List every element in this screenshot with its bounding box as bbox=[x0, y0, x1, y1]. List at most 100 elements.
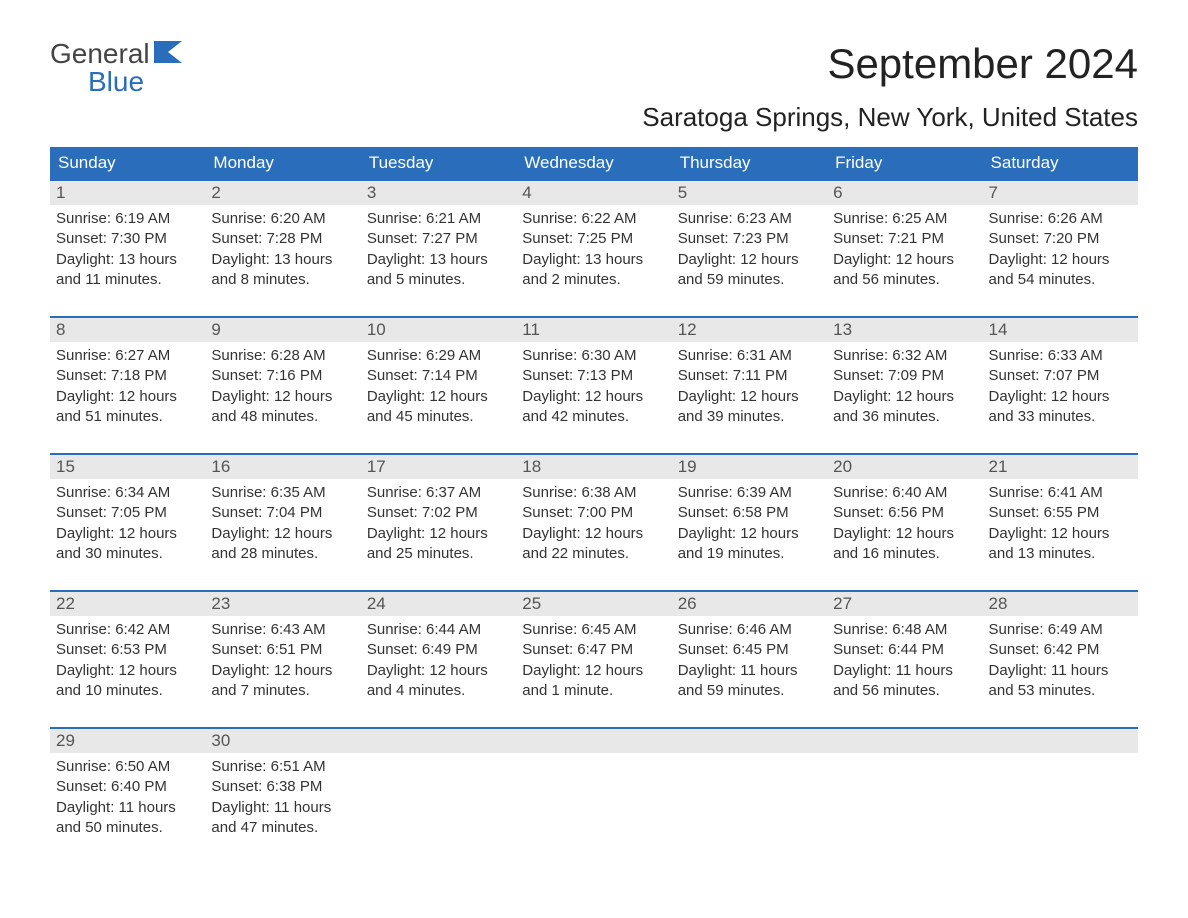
day-daylight1: Daylight: 12 hours bbox=[367, 387, 510, 407]
day-daylight1: Daylight: 12 hours bbox=[56, 524, 199, 544]
week-row: 22Sunrise: 6:42 AMSunset: 6:53 PMDayligh… bbox=[50, 590, 1138, 709]
day-daylight1: Daylight: 12 hours bbox=[367, 661, 510, 681]
day-number bbox=[827, 729, 982, 753]
day-number: 28 bbox=[983, 592, 1138, 616]
week-row: 8Sunrise: 6:27 AMSunset: 7:18 PMDaylight… bbox=[50, 316, 1138, 435]
day-daylight1: Daylight: 12 hours bbox=[989, 524, 1132, 544]
day-cell: 6Sunrise: 6:25 AMSunset: 7:21 PMDaylight… bbox=[827, 181, 982, 298]
day-cell: 2Sunrise: 6:20 AMSunset: 7:28 PMDaylight… bbox=[205, 181, 360, 298]
day-daylight2: and 51 minutes. bbox=[56, 407, 199, 427]
day-cell: 4Sunrise: 6:22 AMSunset: 7:25 PMDaylight… bbox=[516, 181, 671, 298]
month-title: September 2024 bbox=[827, 40, 1138, 88]
day-sunset: Sunset: 7:28 PM bbox=[211, 229, 354, 249]
day-number: 19 bbox=[672, 455, 827, 479]
day-sunrise: Sunrise: 6:51 AM bbox=[211, 757, 354, 777]
day-daylight1: Daylight: 13 hours bbox=[211, 250, 354, 270]
day-daylight2: and 42 minutes. bbox=[522, 407, 665, 427]
day-daylight2: and 30 minutes. bbox=[56, 544, 199, 564]
day-number: 18 bbox=[516, 455, 671, 479]
day-body: Sunrise: 6:49 AMSunset: 6:42 PMDaylight:… bbox=[983, 616, 1138, 709]
day-daylight2: and 2 minutes. bbox=[522, 270, 665, 290]
day-cell: 14Sunrise: 6:33 AMSunset: 7:07 PMDayligh… bbox=[983, 318, 1138, 435]
day-body: Sunrise: 6:29 AMSunset: 7:14 PMDaylight:… bbox=[361, 342, 516, 435]
day-daylight2: and 53 minutes. bbox=[989, 681, 1132, 701]
day-number: 23 bbox=[205, 592, 360, 616]
day-daylight2: and 4 minutes. bbox=[367, 681, 510, 701]
day-daylight1: Daylight: 13 hours bbox=[522, 250, 665, 270]
day-sunrise: Sunrise: 6:19 AM bbox=[56, 209, 199, 229]
day-cell: 3Sunrise: 6:21 AMSunset: 7:27 PMDaylight… bbox=[361, 181, 516, 298]
day-daylight1: Daylight: 12 hours bbox=[833, 524, 976, 544]
day-sunrise: Sunrise: 6:49 AM bbox=[989, 620, 1132, 640]
day-daylight1: Daylight: 13 hours bbox=[56, 250, 199, 270]
location: Saratoga Springs, New York, United State… bbox=[50, 102, 1138, 133]
day-number bbox=[516, 729, 671, 753]
day-daylight1: Daylight: 12 hours bbox=[522, 387, 665, 407]
day-daylight1: Daylight: 12 hours bbox=[833, 250, 976, 270]
day-number: 8 bbox=[50, 318, 205, 342]
day-number: 24 bbox=[361, 592, 516, 616]
day-body: Sunrise: 6:34 AMSunset: 7:05 PMDaylight:… bbox=[50, 479, 205, 572]
day-cell: 13Sunrise: 6:32 AMSunset: 7:09 PMDayligh… bbox=[827, 318, 982, 435]
week-row: 29Sunrise: 6:50 AMSunset: 6:40 PMDayligh… bbox=[50, 727, 1138, 846]
day-cell bbox=[983, 729, 1138, 846]
day-number: 7 bbox=[983, 181, 1138, 205]
day-cell: 1Sunrise: 6:19 AMSunset: 7:30 PMDaylight… bbox=[50, 181, 205, 298]
day-daylight1: Daylight: 11 hours bbox=[989, 661, 1132, 681]
day-cell: 17Sunrise: 6:37 AMSunset: 7:02 PMDayligh… bbox=[361, 455, 516, 572]
week-row: 15Sunrise: 6:34 AMSunset: 7:05 PMDayligh… bbox=[50, 453, 1138, 572]
day-number: 9 bbox=[205, 318, 360, 342]
day-sunset: Sunset: 7:00 PM bbox=[522, 503, 665, 523]
day-cell: 21Sunrise: 6:41 AMSunset: 6:55 PMDayligh… bbox=[983, 455, 1138, 572]
day-daylight1: Daylight: 11 hours bbox=[678, 661, 821, 681]
day-daylight1: Daylight: 11 hours bbox=[211, 798, 354, 818]
day-sunrise: Sunrise: 6:37 AM bbox=[367, 483, 510, 503]
day-sunrise: Sunrise: 6:33 AM bbox=[989, 346, 1132, 366]
day-header: Sunday bbox=[50, 147, 205, 179]
day-number: 14 bbox=[983, 318, 1138, 342]
day-cell: 10Sunrise: 6:29 AMSunset: 7:14 PMDayligh… bbox=[361, 318, 516, 435]
day-cell: 18Sunrise: 6:38 AMSunset: 7:00 PMDayligh… bbox=[516, 455, 671, 572]
day-sunset: Sunset: 6:42 PM bbox=[989, 640, 1132, 660]
day-daylight2: and 33 minutes. bbox=[989, 407, 1132, 427]
day-daylight1: Daylight: 12 hours bbox=[522, 661, 665, 681]
day-cell: 24Sunrise: 6:44 AMSunset: 6:49 PMDayligh… bbox=[361, 592, 516, 709]
day-number: 29 bbox=[50, 729, 205, 753]
day-daylight2: and 7 minutes. bbox=[211, 681, 354, 701]
day-daylight2: and 45 minutes. bbox=[367, 407, 510, 427]
day-sunrise: Sunrise: 6:25 AM bbox=[833, 209, 976, 229]
day-daylight1: Daylight: 12 hours bbox=[56, 661, 199, 681]
day-daylight2: and 1 minute. bbox=[522, 681, 665, 701]
day-sunset: Sunset: 7:16 PM bbox=[211, 366, 354, 386]
day-number: 12 bbox=[672, 318, 827, 342]
day-cell: 25Sunrise: 6:45 AMSunset: 6:47 PMDayligh… bbox=[516, 592, 671, 709]
calendar: SundayMondayTuesdayWednesdayThursdayFrid… bbox=[50, 147, 1138, 846]
day-header: Friday bbox=[827, 147, 982, 179]
day-number: 10 bbox=[361, 318, 516, 342]
day-sunset: Sunset: 7:25 PM bbox=[522, 229, 665, 249]
day-sunset: Sunset: 6:56 PM bbox=[833, 503, 976, 523]
day-body: Sunrise: 6:21 AMSunset: 7:27 PMDaylight:… bbox=[361, 205, 516, 298]
day-cell: 22Sunrise: 6:42 AMSunset: 6:53 PMDayligh… bbox=[50, 592, 205, 709]
day-sunrise: Sunrise: 6:20 AM bbox=[211, 209, 354, 229]
day-daylight2: and 19 minutes. bbox=[678, 544, 821, 564]
day-sunrise: Sunrise: 6:45 AM bbox=[522, 620, 665, 640]
day-sunrise: Sunrise: 6:50 AM bbox=[56, 757, 199, 777]
day-daylight1: Daylight: 12 hours bbox=[367, 524, 510, 544]
day-daylight2: and 8 minutes. bbox=[211, 270, 354, 290]
day-number: 13 bbox=[827, 318, 982, 342]
day-sunset: Sunset: 7:18 PM bbox=[56, 366, 199, 386]
day-cell bbox=[827, 729, 982, 846]
day-daylight1: Daylight: 12 hours bbox=[678, 387, 821, 407]
logo-text-general: General bbox=[50, 40, 150, 68]
day-sunset: Sunset: 7:23 PM bbox=[678, 229, 821, 249]
day-body: Sunrise: 6:27 AMSunset: 7:18 PMDaylight:… bbox=[50, 342, 205, 435]
day-sunset: Sunset: 7:20 PM bbox=[989, 229, 1132, 249]
day-daylight1: Daylight: 12 hours bbox=[833, 387, 976, 407]
day-body: Sunrise: 6:30 AMSunset: 7:13 PMDaylight:… bbox=[516, 342, 671, 435]
day-number: 21 bbox=[983, 455, 1138, 479]
day-sunrise: Sunrise: 6:27 AM bbox=[56, 346, 199, 366]
day-cell: 5Sunrise: 6:23 AMSunset: 7:23 PMDaylight… bbox=[672, 181, 827, 298]
day-sunrise: Sunrise: 6:29 AM bbox=[367, 346, 510, 366]
day-body: Sunrise: 6:43 AMSunset: 6:51 PMDaylight:… bbox=[205, 616, 360, 709]
